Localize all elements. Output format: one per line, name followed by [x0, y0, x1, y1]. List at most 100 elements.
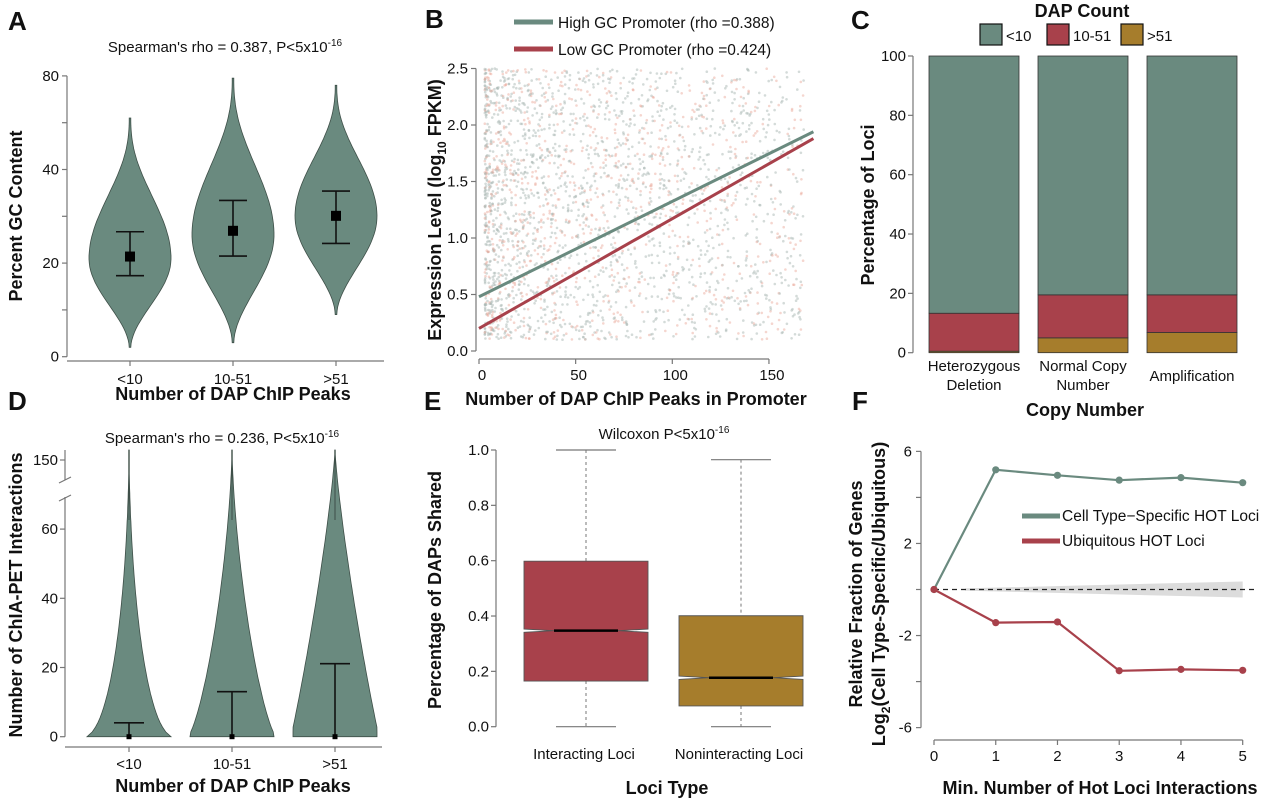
point-high-gc: [790, 211, 793, 214]
point-low-gc: [546, 202, 549, 206]
point-high-gc: [723, 200, 727, 203]
point-low-gc: [528, 259, 532, 263]
point-low-gc: [650, 184, 653, 187]
point-high-gc: [540, 159, 544, 163]
point-low-gc: [596, 195, 599, 199]
point-high-gc: [699, 253, 703, 257]
point-low-gc: [576, 303, 579, 307]
point-low-gc: [799, 118, 803, 122]
point-high-gc: [502, 96, 505, 99]
point-high-gc: [696, 184, 699, 187]
point-high-gc: [664, 186, 668, 190]
point-low-gc: [584, 224, 588, 227]
point-low-gc: [678, 134, 681, 137]
point-low-gc: [758, 242, 762, 246]
point-low-gc: [742, 86, 745, 89]
point-high-gc: [499, 108, 503, 112]
point-high-gc: [690, 275, 694, 279]
point-high-gc: [593, 331, 596, 334]
point-low-gc: [756, 291, 759, 294]
point-high-gc: [568, 78, 572, 82]
point-high-gc: [534, 291, 538, 295]
point-low-gc: [538, 135, 541, 138]
y-tick-label: 0.0: [447, 343, 468, 360]
point-high-gc: [511, 289, 514, 293]
point-high-gc: [685, 258, 689, 262]
point-low-gc: [668, 289, 672, 292]
point-low-gc: [485, 104, 489, 108]
point-low-gc: [487, 76, 490, 80]
point-low-gc: [705, 219, 709, 223]
point-high-gc: [659, 212, 663, 216]
point-high-gc: [509, 99, 513, 103]
point-high-gc: [487, 104, 491, 108]
point-high-gc: [626, 196, 630, 200]
point-low-gc: [563, 234, 567, 237]
point-high-gc: [699, 272, 703, 276]
point-high-gc: [542, 308, 545, 311]
point-high-gc: [531, 92, 534, 95]
point-low-gc: [531, 170, 534, 174]
point-high-gc: [523, 307, 526, 311]
point-high-gc: [517, 313, 520, 317]
point-high-gc: [499, 79, 502, 82]
point-high-gc: [750, 152, 753, 155]
point-high-gc: [516, 244, 520, 248]
point-high-gc: [662, 118, 665, 121]
point-low-gc: [610, 94, 613, 97]
point-low-gc: [766, 315, 770, 319]
point-low-gc: [536, 286, 540, 289]
data-point: [1053, 471, 1062, 479]
point-high-gc: [799, 280, 803, 284]
point-high-gc: [594, 191, 597, 195]
point-high-gc: [690, 320, 694, 324]
point-low-gc: [631, 88, 635, 91]
point-high-gc: [527, 213, 531, 216]
point-low-gc: [649, 85, 652, 88]
point-high-gc: [496, 324, 500, 327]
point-high-gc: [677, 272, 680, 275]
point-high-gc: [607, 153, 611, 157]
median-marker: [229, 734, 235, 740]
point-low-gc: [776, 232, 779, 235]
point-low-gc: [518, 213, 521, 216]
point-high-gc: [783, 311, 786, 314]
point-high-gc: [708, 199, 712, 203]
point-low-gc: [487, 231, 490, 234]
point-high-gc: [750, 192, 754, 196]
point-high-gc: [611, 246, 615, 249]
point-low-gc: [723, 273, 726, 276]
point-high-gc: [662, 183, 666, 187]
point-high-gc: [738, 308, 742, 311]
point-high-gc: [744, 234, 748, 237]
y-tick-label: 0.4: [468, 608, 489, 625]
y-axis-label: Percentage of Loci: [858, 124, 878, 285]
point-high-gc: [529, 153, 533, 156]
point-high-gc: [726, 221, 729, 225]
point-high-gc: [555, 278, 558, 281]
point-high-gc: [627, 155, 630, 158]
point-high-gc: [603, 113, 607, 116]
point-high-gc: [521, 221, 524, 224]
point-low-gc: [776, 327, 780, 331]
point-low-gc: [510, 232, 513, 235]
point-high-gc: [546, 330, 549, 334]
x-axis-label: Min. Number of Hot Loci Interactions: [942, 778, 1257, 798]
point-low-gc: [590, 105, 593, 109]
point-high-gc: [483, 194, 487, 197]
point-high-gc: [730, 109, 733, 113]
point-high-gc: [758, 91, 761, 95]
point-high-gc: [769, 197, 773, 201]
point-high-gc: [788, 261, 792, 265]
point-high-gc: [579, 140, 583, 143]
point-high-gc: [505, 107, 509, 110]
x-axis-label: Number of DAP ChIP Peaks: [115, 776, 350, 796]
point-high-gc: [492, 112, 496, 116]
point-high-gc: [617, 186, 620, 189]
point-low-gc: [547, 175, 550, 178]
point-high-gc: [504, 307, 508, 310]
point-high-gc: [705, 93, 708, 97]
point-high-gc: [695, 108, 699, 111]
point-high-gc: [516, 248, 519, 252]
point-low-gc: [721, 308, 724, 311]
